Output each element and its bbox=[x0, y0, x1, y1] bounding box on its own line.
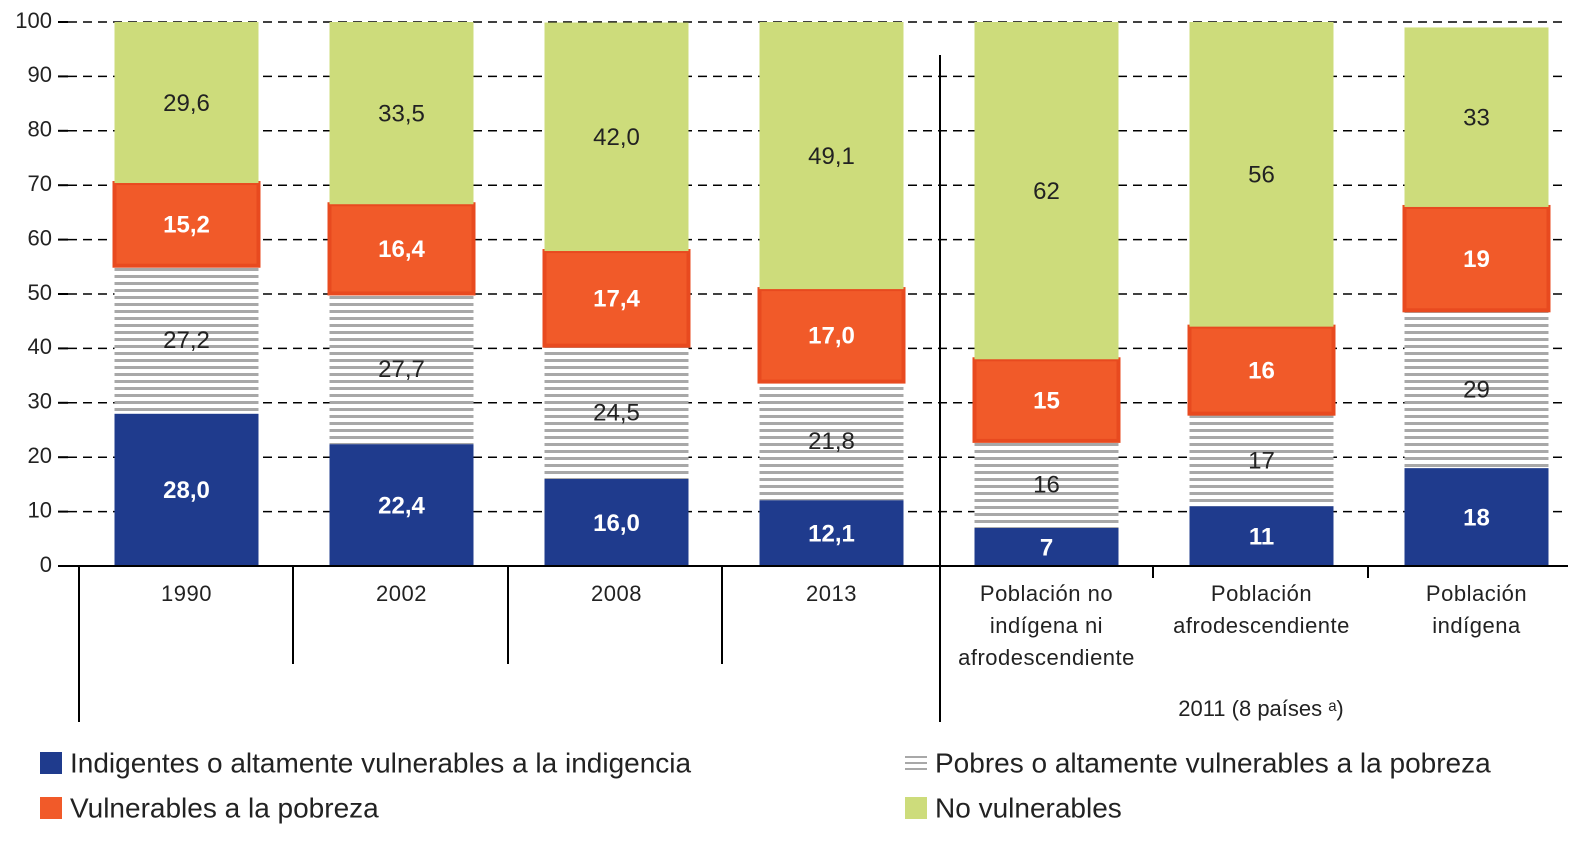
x-tick-label: 1990 bbox=[161, 581, 212, 606]
y-tick-label: 50 bbox=[28, 280, 52, 305]
bar-segment bbox=[542, 249, 691, 348]
group-label: 2011 (8 países ᵃ) bbox=[1178, 696, 1344, 721]
bar-segment bbox=[972, 357, 1121, 443]
data-label: 21,8 bbox=[808, 428, 855, 455]
bar-segment bbox=[759, 500, 904, 566]
bar-segment bbox=[544, 478, 689, 566]
bar-segment bbox=[1402, 204, 1551, 313]
bar-segment bbox=[1189, 22, 1334, 327]
data-label: 17,0 bbox=[808, 323, 855, 350]
bar-segment bbox=[544, 345, 689, 479]
bar-segment bbox=[329, 293, 474, 445]
data-label: 49,1 bbox=[808, 143, 855, 170]
legend-swatch bbox=[905, 768, 927, 770]
y-tick-label: 30 bbox=[28, 389, 52, 414]
y-tick-label: 10 bbox=[28, 497, 52, 522]
bar-segment bbox=[1189, 413, 1334, 507]
bar-segment bbox=[114, 413, 259, 566]
y-tick-label: 70 bbox=[28, 171, 52, 196]
x-tick-label: Población no indígena ni afrodescendient… bbox=[958, 581, 1135, 670]
bar-segment bbox=[974, 527, 1119, 566]
x-tick-label: 2002 bbox=[376, 581, 427, 606]
data-label: 17 bbox=[1248, 447, 1275, 474]
bar-segment bbox=[544, 22, 689, 252]
legend-swatch bbox=[40, 797, 62, 819]
data-label: 29 bbox=[1463, 377, 1490, 404]
bar-segment bbox=[757, 287, 906, 384]
y-tick-label: 0 bbox=[40, 552, 52, 577]
data-label: 42,0 bbox=[593, 124, 640, 151]
bar-segment bbox=[1404, 468, 1549, 566]
legend-swatch bbox=[905, 797, 927, 819]
data-label: 17,4 bbox=[593, 286, 640, 313]
data-label: 16,0 bbox=[593, 510, 640, 537]
legend-label: Vulnerables a la pobreza bbox=[70, 792, 379, 823]
x-tick-label: Población afrodescendiente bbox=[1173, 581, 1350, 638]
bar-segment bbox=[1404, 310, 1549, 469]
bar-segment bbox=[112, 181, 261, 268]
data-label: 15 bbox=[1033, 387, 1060, 414]
bar-segment bbox=[114, 265, 259, 414]
bar-segment bbox=[759, 22, 904, 290]
bar-segment bbox=[329, 444, 474, 566]
legend-label: No vulnerables bbox=[935, 792, 1122, 823]
data-label: 27,2 bbox=[163, 327, 210, 354]
data-label: 19 bbox=[1463, 246, 1490, 273]
bar-segment bbox=[114, 22, 259, 184]
y-tick-label: 40 bbox=[28, 334, 52, 359]
y-tick-label: 60 bbox=[28, 225, 52, 250]
data-label: 18 bbox=[1463, 504, 1490, 531]
y-tick-label: 100 bbox=[15, 8, 52, 33]
data-label: 28,0 bbox=[163, 477, 210, 504]
data-label: 11 bbox=[1249, 523, 1274, 550]
data-label: 33 bbox=[1463, 105, 1490, 132]
x-tick-label: 2008 bbox=[591, 581, 642, 606]
data-label: 12,1 bbox=[808, 520, 855, 547]
legend-swatch bbox=[905, 756, 927, 758]
data-label: 29,6 bbox=[163, 90, 210, 117]
legend-label: Pobres o altamente vulnerables a la pobr… bbox=[935, 747, 1491, 778]
data-label: 33,5 bbox=[378, 100, 425, 127]
data-label: 7 bbox=[1040, 534, 1053, 561]
data-label: 56 bbox=[1248, 162, 1275, 189]
data-label: 16 bbox=[1248, 358, 1275, 385]
legend-swatch bbox=[905, 762, 927, 764]
bar-segment bbox=[974, 440, 1119, 528]
data-label: 22,4 bbox=[378, 492, 425, 519]
bar-segment bbox=[974, 22, 1119, 360]
bar-segment bbox=[329, 22, 474, 205]
data-label: 27,7 bbox=[378, 356, 425, 383]
data-label: 16 bbox=[1033, 472, 1060, 499]
y-tick-label: 20 bbox=[28, 443, 52, 468]
x-tick-label: Población indígena bbox=[1425, 581, 1528, 638]
data-label: 62 bbox=[1033, 178, 1060, 205]
x-tick-label: 2013 bbox=[806, 581, 857, 606]
legend-swatch bbox=[40, 752, 62, 774]
bar-segment bbox=[1187, 324, 1336, 416]
bar-segment bbox=[759, 381, 904, 501]
data-label: 24,5 bbox=[593, 400, 640, 427]
y-tick-label: 90 bbox=[28, 62, 52, 87]
legend-label: Indigentes o altamente vulnerables a la … bbox=[70, 747, 692, 778]
y-tick-label: 80 bbox=[28, 117, 52, 142]
data-label: 15,2 bbox=[163, 212, 210, 239]
bar-segment bbox=[1189, 506, 1334, 566]
bar-segment bbox=[1404, 27, 1549, 207]
data-label: 16,4 bbox=[378, 236, 425, 263]
